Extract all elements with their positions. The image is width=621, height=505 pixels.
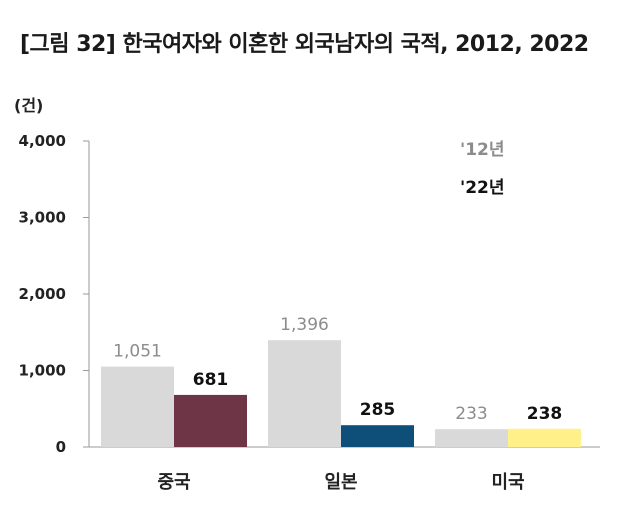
bar-2012 [268,340,341,447]
y-tick-label: 3,000 [19,209,66,227]
y-tick-label: 0 [56,438,66,456]
data-label-2012: 233 [455,404,487,424]
y-tick-label: 4,000 [19,132,66,150]
y-tick-label: 1,000 [19,362,66,380]
x-category-label: 일본 [324,472,357,493]
data-labels: 1,051 681 1,396 285 233 238 [113,315,562,424]
legend: '12년 '22년 [460,140,505,198]
data-label-2012: 1,396 [280,315,329,335]
bar-2022 [508,428,581,447]
legend-2022: '22년 [460,178,505,198]
x-category-label: 미국 [491,472,524,493]
bars [101,340,581,447]
chart-title: [그림 32] 한국여자와 이혼한 외국남자의 국적, 2012, 2022 [20,32,589,57]
bar-2022 [174,394,247,447]
data-label-2022: 681 [193,370,229,390]
axes: (건) 0 1,000 2,000 3,000 4,000 중국 일본 미국 [14,96,600,493]
bar-2012 [435,429,508,447]
bar-2022 [341,425,414,447]
x-category-label: 중국 [157,472,190,493]
data-label-2022: 285 [360,400,396,420]
data-label-2012: 1,051 [113,342,162,362]
bar-2012 [101,366,174,447]
y-unit-label: (건) [14,96,43,115]
data-label-2022: 238 [527,404,563,424]
legend-2012: '12년 [460,140,505,160]
y-tick-label: 2,000 [19,285,66,303]
